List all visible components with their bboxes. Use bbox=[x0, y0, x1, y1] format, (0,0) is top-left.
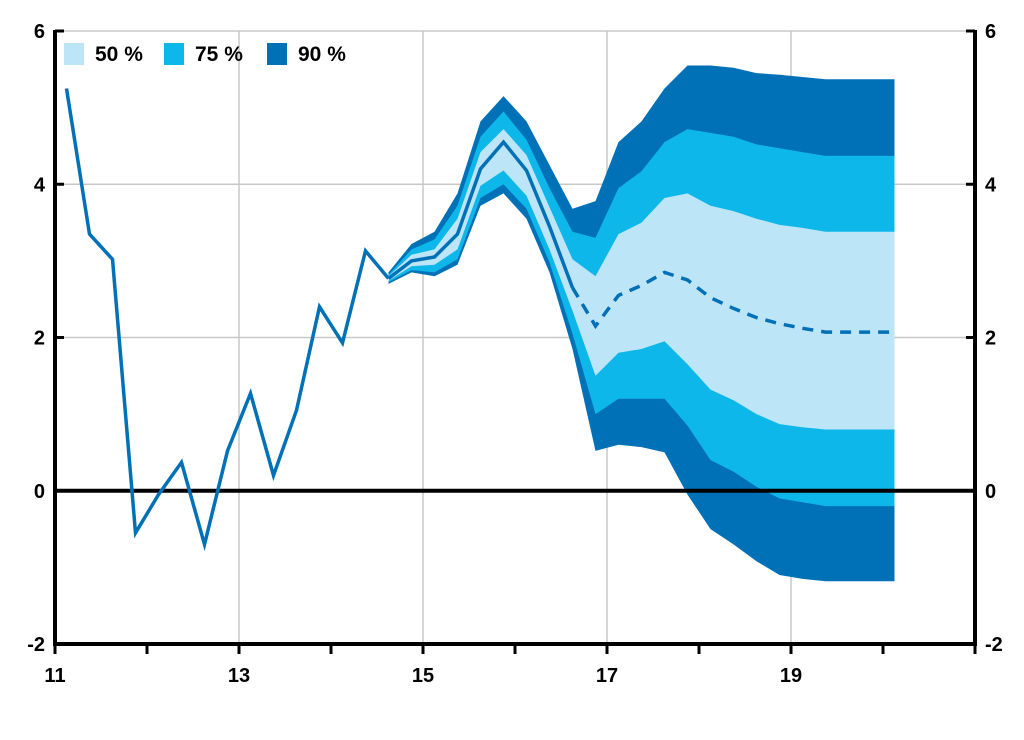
y-tick-label-right: -2 bbox=[985, 634, 1003, 656]
y-tick-label-right: 2 bbox=[985, 328, 996, 350]
y-tick-label-left: 2 bbox=[34, 328, 45, 350]
legend-swatch bbox=[64, 43, 84, 65]
x-tick-label: 19 bbox=[780, 665, 802, 687]
y-tick-label-right: 0 bbox=[985, 481, 996, 503]
x-tick-label: 11 bbox=[44, 665, 65, 687]
projection-dashed-line bbox=[570, 270, 895, 334]
fan-band-50 bbox=[388, 129, 895, 430]
y-tick-label-left: 4 bbox=[34, 174, 46, 196]
legend-label: 90 % bbox=[298, 43, 346, 66]
axes bbox=[53, 29, 977, 654]
projection-solid-line bbox=[387, 139, 575, 289]
x-tick-label: 13 bbox=[228, 665, 250, 687]
fan-bands bbox=[388, 65, 895, 582]
y-tick-label-right: 4 bbox=[985, 174, 997, 196]
legend-label: 75 % bbox=[195, 43, 243, 66]
x-tick-label: 15 bbox=[412, 665, 434, 687]
legend-swatch bbox=[164, 43, 184, 65]
series-lines bbox=[64, 88, 895, 552]
x-tick-label: 17 bbox=[596, 665, 618, 687]
y-tick-label-left: 0 bbox=[34, 481, 45, 503]
legend-swatch bbox=[267, 43, 287, 65]
y-tick-label-left: 6 bbox=[34, 21, 45, 43]
y-tick-label-right: 6 bbox=[985, 21, 996, 43]
legend: 50 % 75 % 90 % bbox=[64, 43, 346, 66]
y-tick-label-left: -2 bbox=[27, 634, 45, 656]
tick-labels: -2 -2 0 0 2 2 4 4 6 6 11 13 15 17 19 bbox=[27, 21, 1003, 687]
legend-label: 50 % bbox=[95, 43, 143, 66]
history-line bbox=[64, 88, 390, 552]
